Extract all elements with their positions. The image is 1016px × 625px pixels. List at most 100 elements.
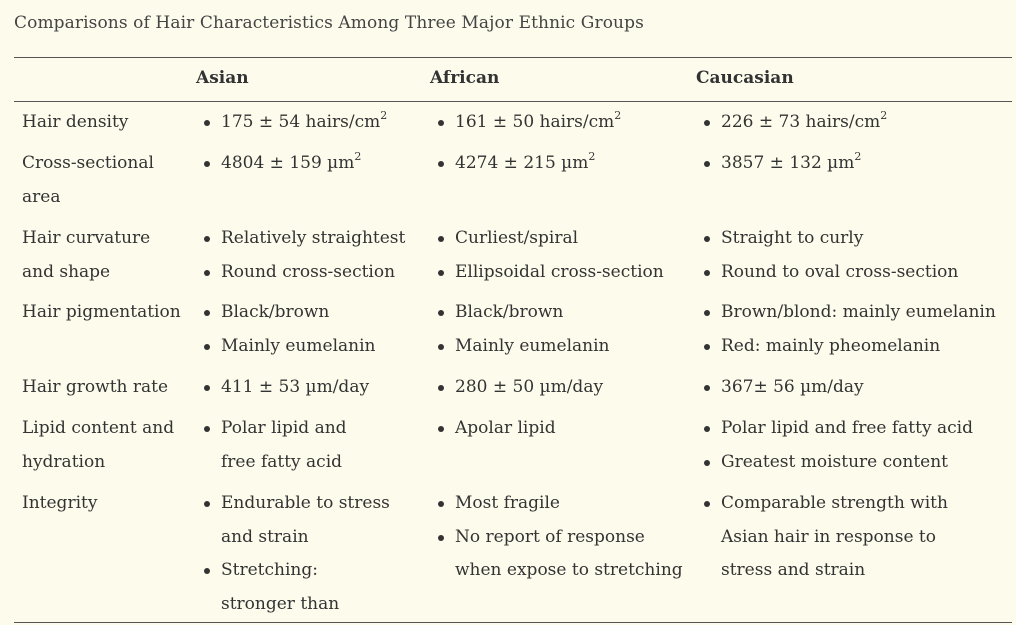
bullet-item: Straight to curly (700, 222, 1012, 256)
bullet-item: 3857 ± 132 µm2 (700, 147, 1012, 181)
cell-asian-lipid-content: Polar lipid and free fatty acid (200, 412, 385, 479)
bullet-item: Black/brown (200, 296, 420, 330)
superscript: 2 (854, 150, 862, 164)
superscript: 2 (614, 109, 622, 123)
bullet-text: Relatively straightest (221, 228, 406, 248)
bullet-item: Apolar lipid (434, 412, 689, 446)
bullet-item: 367± 56 µm/day (700, 371, 1012, 405)
bullet-text: 161 ± 50 hairs/cm (455, 112, 615, 132)
bullet-text: No report of response when expose to str… (455, 526, 683, 581)
table-bottom-rule (14, 622, 1012, 623)
bullet-text: Brown/blond: mainly eumelanin (721, 302, 996, 322)
bullet-text: 280 ± 50 µm/day (455, 377, 604, 397)
cell-asian-hair-density: 175 ± 54 hairs/cm2 (200, 106, 420, 140)
bullet-item: Brown/blond: mainly eumelanin (700, 296, 1012, 330)
table-header-rule (14, 101, 1012, 102)
bullet-text: Polar lipid and free fatty acid (721, 418, 973, 438)
superscript: 2 (354, 150, 362, 164)
bullet-text: Black/brown (221, 302, 330, 322)
bullet-text: Apolar lipid (455, 418, 556, 438)
cell-african-integrity: Most fragile No report of response when e… (434, 487, 684, 588)
bullet-item: Black/brown (434, 296, 689, 330)
row-label-hair-curvature: Hair curvature and shape (22, 228, 151, 282)
bullet-text: 226 ± 73 hairs/cm (721, 112, 881, 132)
bullet-item: Greatest moisture content (700, 446, 1012, 480)
cell-african-cross-sectional-area: 4274 ± 215 µm2 (434, 147, 689, 181)
bullet-item: 161 ± 50 hairs/cm2 (434, 106, 689, 140)
bullet-text: Endurable to stress and strain (221, 493, 390, 547)
cell-asian-hair-pigmentation: Black/brown Mainly eumelanin (200, 296, 420, 363)
bullet-text: Curliest/spiral (455, 228, 579, 248)
bullet-item: Relatively straightest (200, 222, 420, 256)
cell-caucasian-hair-density: 226 ± 73 hairs/cm2 (700, 106, 1012, 140)
cell-african-hair-density: 161 ± 50 hairs/cm2 (434, 106, 689, 140)
column-header-african: African (430, 68, 500, 88)
cell-african-hair-curvature: Curliest/spiral Ellipsoidal cross-section (434, 222, 689, 289)
bullet-text: Most fragile (455, 493, 560, 513)
bullet-item: Curliest/spiral (434, 222, 689, 256)
bullet-item: Mainly eumelanin (200, 330, 420, 364)
bullet-text: Comparable strength with Asian hair in r… (721, 493, 948, 580)
bullet-item: Stretching: stronger than Caucasian hair (200, 554, 390, 625)
superscript: 2 (380, 109, 388, 123)
cell-asian-hair-curvature: Relatively straightest Round cross-sectio… (200, 222, 420, 289)
bullet-item: 175 ± 54 hairs/cm2 (200, 106, 420, 140)
bullet-item: 411 ± 53 µm/day (200, 371, 420, 405)
bullet-text: 3857 ± 132 µm (721, 153, 855, 173)
bullet-item: Polar lipid and free fatty acid (700, 412, 1012, 446)
cell-caucasian-lipid-content: Polar lipid and free fatty acid Greatest … (700, 412, 1012, 479)
bullet-text: Straight to curly (721, 228, 864, 248)
bullet-item: Comparable strength with Asian hair in r… (700, 487, 990, 588)
bullet-text: Round to oval cross-section (721, 261, 959, 282)
bullet-text: Red: mainly pheomelanin (721, 335, 941, 356)
cell-asian-cross-sectional-area: 4804 ± 159 µm2 (200, 147, 420, 181)
bullet-item: 4804 ± 159 µm2 (200, 147, 420, 181)
bullet-text: Round cross-section (221, 261, 396, 282)
bullet-item: Polar lipid and free fatty acid (200, 412, 385, 479)
cell-african-hair-pigmentation: Black/brown Mainly eumelanin (434, 296, 689, 363)
row-label-cross-sectional-area: Cross-sectional area (22, 153, 154, 207)
table-top-rule (14, 57, 1012, 58)
bullet-item: 4274 ± 215 µm2 (434, 147, 689, 181)
row-label-lipid-content: Lipid content and hydration (22, 418, 175, 472)
superscript: 2 (880, 109, 888, 123)
bullet-text: Polar lipid and free fatty acid (221, 418, 347, 472)
row-label-hair-growth-rate: Hair growth rate (22, 377, 169, 397)
cell-asian-hair-growth-rate: 411 ± 53 µm/day (200, 371, 420, 405)
column-header-caucasian: Caucasian (696, 68, 794, 88)
table-caption: Comparisons of Hair Characteristics Amon… (14, 13, 644, 33)
bullet-text: 4274 ± 215 µm (455, 153, 589, 173)
bullet-item: Ellipsoidal cross-section (434, 256, 689, 290)
row-label-hair-density: Hair density (22, 112, 129, 132)
superscript: 2 (588, 150, 596, 164)
bullet-item: Round to oval cross-section (700, 256, 1012, 290)
bullet-text: Mainly eumelanin (455, 335, 610, 356)
bullet-text: Ellipsoidal cross-section (455, 261, 664, 282)
column-header-asian: Asian (196, 68, 249, 88)
bullet-item: Red: mainly pheomelanin (700, 330, 1012, 364)
cell-caucasian-cross-sectional-area: 3857 ± 132 µm2 (700, 147, 1012, 181)
cell-caucasian-hair-pigmentation: Brown/blond: mainly eumelanin Red: mainly… (700, 296, 1012, 363)
bullet-item: 226 ± 73 hairs/cm2 (700, 106, 1012, 140)
bullet-text: Stretching: stronger than Caucasian hair (221, 560, 340, 614)
bullet-text: 175 ± 54 hairs/cm (221, 112, 381, 132)
bullet-text: Black/brown (455, 302, 564, 322)
bullet-item: Round cross-section (200, 256, 420, 290)
bullet-text: 367± 56 µm/day (721, 377, 864, 397)
bullet-item: Endurable to stress and strain (200, 487, 390, 554)
bullet-text: Greatest moisture content (721, 451, 949, 472)
bullet-text: 4804 ± 159 µm (221, 153, 355, 173)
cell-asian-integrity: Endurable to stress and strain Stretching… (200, 487, 390, 625)
bullet-text: 411 ± 53 µm/day (221, 377, 370, 397)
cell-caucasian-hair-curvature: Straight to curly Round to oval cross-sec… (700, 222, 1012, 289)
cell-african-hair-growth-rate: 280 ± 50 µm/day (434, 371, 689, 405)
bullet-item: Most fragile (434, 487, 684, 521)
cell-caucasian-integrity: Comparable strength with Asian hair in r… (700, 487, 990, 588)
bullet-item: Mainly eumelanin (434, 330, 689, 364)
cell-caucasian-hair-growth-rate: 367± 56 µm/day (700, 371, 1012, 405)
cell-african-lipid-content: Apolar lipid (434, 412, 689, 446)
bullet-item: No report of response when expose to str… (434, 521, 684, 588)
bullet-text: Mainly eumelanin (221, 335, 376, 356)
row-label-integrity: Integrity (22, 493, 98, 513)
row-label-hair-pigmentation: Hair pigmentation (22, 302, 181, 322)
